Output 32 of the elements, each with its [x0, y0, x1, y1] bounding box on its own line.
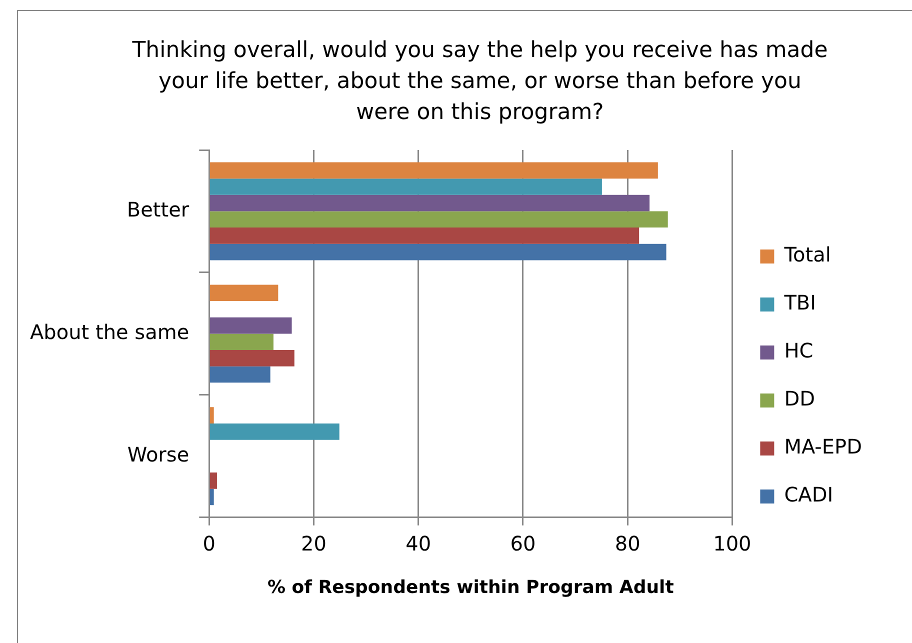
legend-label: HC	[784, 338, 814, 363]
bar	[210, 178, 602, 195]
x-tick-label: 60	[510, 532, 536, 556]
x-tick-label: 0	[202, 532, 216, 556]
x-tick-label: 40	[406, 532, 432, 556]
bar	[210, 162, 658, 179]
bar	[210, 334, 274, 350]
bar	[210, 194, 650, 212]
legend-label: Total	[783, 242, 831, 267]
bar	[210, 472, 217, 489]
legend-label: MA-EPD	[784, 434, 862, 459]
legend-label: CADI	[784, 482, 834, 507]
x-axis-title: % of Respondents within Program Adult	[267, 576, 674, 598]
bar	[210, 244, 666, 260]
bar	[210, 488, 214, 506]
chart-title: Thinking overall, would you say the help you receive has made your life better, about the same, or worse than before you were on this program?	[131, 37, 829, 127]
bar	[210, 366, 270, 383]
x-tick-label: 80	[614, 532, 640, 556]
x-tick-label: 100	[713, 532, 752, 556]
x-tick-label: 20	[301, 532, 326, 556]
legend-label: TBI	[783, 290, 816, 315]
y-tick-label: Better	[126, 197, 190, 222]
bar	[210, 317, 292, 334]
bar	[210, 228, 640, 244]
y-tick-label: Worse	[127, 442, 190, 466]
bar	[210, 407, 214, 424]
bar	[210, 284, 278, 302]
bar	[210, 211, 668, 228]
bar	[210, 424, 340, 440]
y-tick-label: About the same	[30, 320, 190, 344]
bar	[210, 350, 294, 366]
legend-label: DD	[784, 386, 815, 411]
